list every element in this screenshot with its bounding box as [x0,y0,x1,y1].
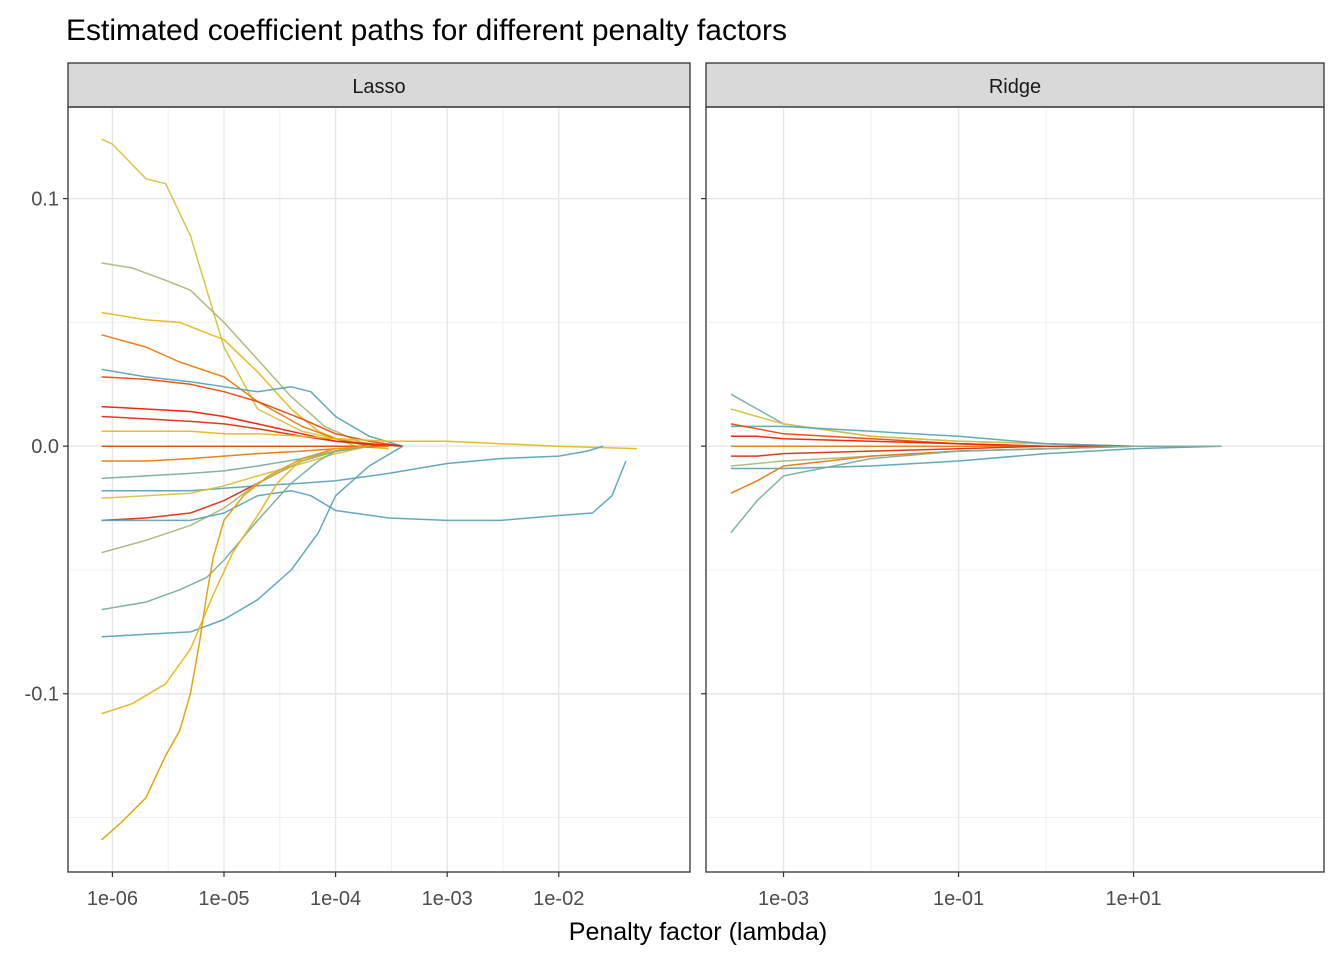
x-tick-label: 1e-06 [87,888,138,910]
x-tick-label: 1e+01 [1105,888,1161,910]
coefficient-path-line [101,445,370,554]
series-group-ridge [730,393,1222,534]
x-tick-label: 1e-03 [422,888,473,910]
coefficient-path-line [101,445,370,499]
y-tick-label: -0.1 [25,684,59,706]
chart-title: Estimated coefficient paths for differen… [66,14,787,47]
panel-border-ridge [705,106,1325,873]
coefficient-path-line [101,445,370,841]
coefficient-path-line [730,425,1222,447]
coefficient-path-line [730,445,1222,534]
coefficient-path-line [101,311,389,450]
x-tick-label: 1e-03 [758,888,809,910]
strip-lasso [67,62,691,108]
x-tick-label: 1e-01 [933,888,984,910]
coefficient-path-line [730,445,1222,470]
panel-ridge: Ridge 1e-03 1e-01 1e+01 [701,62,1325,910]
coefficient-path-line [101,262,370,447]
facet-panels: Lasso 1e-06 1e-05 1e-04 1e-03 1e-02 0.1 0.0 -0.1… [25,62,1325,910]
y-tick-label: 0.0 [31,436,59,458]
x-tick-label: 1e-05 [198,888,249,910]
coefficient-path-line [101,445,604,492]
coefficient-path-line [101,138,389,447]
coefficient-path-line [101,460,627,522]
y-tick-label: 0.1 [31,189,59,211]
x-tick-label: 1e-04 [310,888,361,910]
coefficient-path-line [101,376,403,447]
panel-lasso: Lasso 1e-06 1e-05 1e-04 1e-03 1e-02 0.1 0.0 -0.1 [25,62,691,910]
series-group-lasso [101,138,637,841]
coefficient-path-line [101,445,370,715]
strip-ridge [705,62,1325,108]
coefficient-path-line [101,445,389,462]
coefficient-path-line [101,430,637,450]
x-axis-title: Penalty factor (lambda) [569,918,827,946]
x-tick-label: 1e-02 [533,888,584,910]
coefficient-path-line [101,368,404,447]
strip-label-ridge: Ridge [989,76,1041,98]
coefficient-path-line [101,445,370,611]
coefficient-path-line [101,415,389,447]
strip-label-lasso: Lasso [352,76,405,98]
coefficient-path-line [101,445,404,638]
panel-border-lasso [67,106,691,873]
